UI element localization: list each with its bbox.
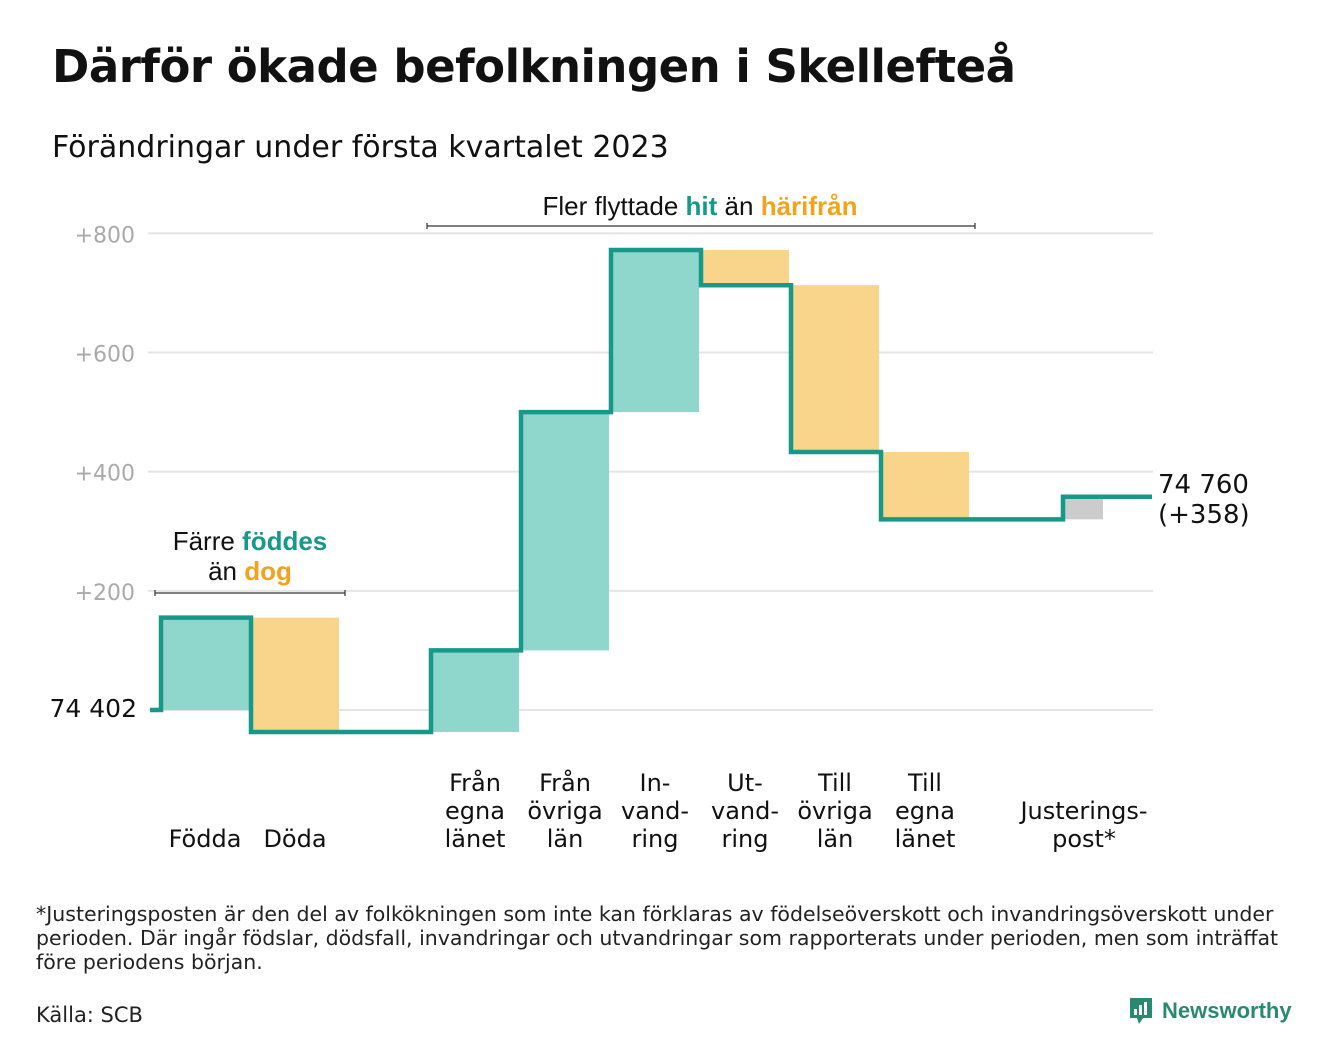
step-line: [150, 247, 1152, 735]
footnote: *Justeringsposten är den del av folkökni…: [36, 902, 1279, 974]
category-label: länet: [895, 825, 956, 853]
annotation-part: än: [208, 556, 244, 586]
annotation-part: hit: [686, 191, 718, 221]
category-label: Till: [907, 769, 942, 797]
bar-8: [1065, 496, 1103, 520]
category-label: In-: [640, 769, 671, 797]
annotation-part: föddes: [242, 526, 327, 556]
bar-1: [251, 617, 339, 733]
category-label: egna: [445, 797, 505, 825]
annotation-part: än: [717, 191, 760, 221]
bar-5: [701, 250, 789, 286]
category-label: ring: [632, 825, 679, 853]
annotation-part: härifrån: [761, 191, 858, 221]
end-change-label: (+358): [1158, 500, 1250, 530]
category-label: egna: [895, 797, 955, 825]
chart-subtitle: Förändringar under första kvartalet 2023: [52, 130, 669, 165]
bar-2: [431, 650, 519, 733]
source-label: Källa: SCB: [36, 1003, 143, 1027]
y-tick-label: +800: [75, 223, 135, 248]
gridlines: +200 +400 +600 +800: [75, 223, 1153, 711]
category-label: Justerings-: [1018, 797, 1147, 825]
annotation-births-line1: Färre föddes: [173, 526, 328, 556]
newsworthy-logo-icon: [1130, 998, 1152, 1024]
start-value-label: 74 402: [50, 694, 137, 723]
category-label: post*: [1052, 825, 1116, 853]
chart-title: Därför ökade befolkningen i Skellefteå: [52, 40, 1016, 93]
category-label: övriga: [797, 797, 872, 825]
category-label: övriga: [527, 797, 602, 825]
category-label: vand-: [621, 797, 689, 825]
annotation-bracket-migration: [426, 223, 976, 229]
annotation-part: Färre: [173, 526, 242, 556]
category-label: Ut-: [727, 769, 763, 797]
y-tick-label: +400: [75, 462, 135, 487]
category-label: Från: [449, 768, 501, 797]
bar-0: [161, 617, 249, 710]
y-tick-label: +600: [75, 343, 135, 368]
bars: [161, 250, 1103, 733]
category-label: Till: [817, 769, 852, 797]
bar-4: [611, 250, 699, 413]
step-line-layer: [150, 247, 1152, 735]
end-value-label: 74 760: [1158, 470, 1249, 500]
category-label: Från: [539, 768, 591, 797]
category-label: län: [817, 825, 854, 853]
annotation-part: Fler flyttade: [542, 191, 685, 221]
labels: Födda DödaFrånegnalänetFrånövrigalänIn-va…: [50, 470, 1250, 853]
annotation-migration: Fler flyttade hit än härifrån: [542, 191, 857, 221]
bar-3: [521, 412, 609, 651]
category-label: ring: [722, 825, 769, 853]
category-label: län: [547, 825, 584, 853]
brand-name: Newsworthy: [1162, 998, 1292, 1023]
annotation-part: dog: [244, 556, 292, 586]
annotation-bracket-births: [154, 590, 346, 596]
y-tick-label: +200: [75, 581, 135, 606]
bar-7: [881, 452, 969, 520]
waterfall-chart: +200+400+600+800 Födda DödaFrånegnalänetF…: [50, 191, 1250, 853]
annotation-births-line2: än dog: [208, 556, 292, 586]
category-label: Födda: [169, 825, 242, 853]
category-label: länet: [445, 825, 506, 853]
newsworthy-logo: Newsworthy: [1128, 996, 1292, 1026]
bar-6: [791, 285, 879, 453]
category-label: vand-: [711, 797, 779, 825]
category-label: Döda: [263, 825, 326, 853]
